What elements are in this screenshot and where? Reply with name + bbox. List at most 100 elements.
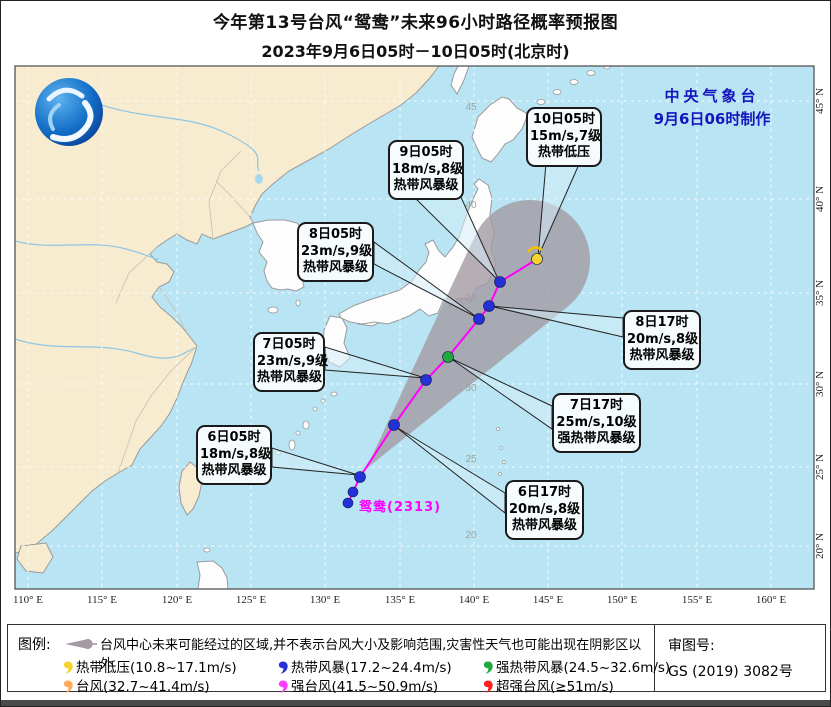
callout-pointers xyxy=(271,161,624,515)
callout-8d05: 8日05时 23m/s,9级 热带风暴级 xyxy=(297,222,374,282)
callout-level: 热带风暴级 xyxy=(629,348,695,363)
callout-wind: 20m/s,8级 xyxy=(627,331,699,347)
svg-text:160° E: 160° E xyxy=(756,594,787,606)
callout-level: 热带风暴级 xyxy=(302,260,368,275)
callout-time: 8日17时 xyxy=(635,315,689,330)
svg-text:25: 25 xyxy=(465,454,477,465)
callout-level: 强热带风暴级 xyxy=(557,431,636,446)
latitude-axis: 45° N 40° N 35° N 30° N 25° N 20° N xyxy=(814,88,826,559)
legend-item-ty: 台风(32.7~41.4m/s) xyxy=(63,675,210,695)
track-point-observed xyxy=(347,486,359,498)
callout-9d05: 9日05时 18m/s,8级 热带风暴级 xyxy=(388,140,464,200)
callout-8d17: 8日17时 20m/s,8级 热带风暴级 xyxy=(623,310,701,370)
storm-marker-icon xyxy=(63,680,73,693)
callout-wind: 20m/s,8级 xyxy=(509,501,581,517)
title-line2: 2023年9月6日05时－10日05时(北京时) xyxy=(261,42,570,61)
svg-text:140° E: 140° E xyxy=(459,594,490,606)
callout-level: 热带风暴级 xyxy=(511,518,577,533)
svg-text:150° E: 150° E xyxy=(607,594,638,606)
probability-cone xyxy=(366,200,590,469)
cone-icon xyxy=(64,636,98,655)
callout-wind: 23m/s,9级 xyxy=(301,243,373,259)
svg-text:45: 45 xyxy=(465,102,477,113)
callout-time: 10日05时 xyxy=(532,112,596,127)
legend-item-sty: 强台风(41.5~50.9m/s) xyxy=(278,675,438,695)
track-point-8d17 xyxy=(483,300,495,312)
river-yangtze xyxy=(15,338,198,359)
callout-wind: 15m/s,7级 xyxy=(530,128,602,144)
callout-time: 6日05时 xyxy=(207,430,261,445)
track-points xyxy=(342,253,543,509)
svg-text:155° E: 155° E xyxy=(682,594,713,606)
track-point-10d05 xyxy=(531,253,543,265)
river-yellow xyxy=(15,240,160,260)
legend-item-ts: 热带风暴(17.2~24.4m/s) xyxy=(278,656,452,676)
map-review-number: GS (2019) 3082号 xyxy=(668,664,793,680)
svg-text:110° E: 110° E xyxy=(13,594,43,606)
callout-6d17: 6日17时 20m/s,8级 热带风暴级 xyxy=(505,480,584,540)
track-point-8d05 xyxy=(473,313,485,325)
land-mainland-asia xyxy=(15,66,440,554)
title-line1: 今年第13号台风“鸳鸯”未来96小时路径概率预报图 xyxy=(212,13,619,33)
callout-time: 9日05时 xyxy=(399,145,453,160)
legend-divider xyxy=(654,625,655,691)
callout-time: 6日17时 xyxy=(517,485,572,500)
svg-text:20: 20 xyxy=(465,530,477,541)
svg-text:30: 30 xyxy=(465,383,477,394)
storm-marker-icon xyxy=(63,661,73,674)
track-point-9d05 xyxy=(494,276,506,288)
land-luzon xyxy=(196,560,229,589)
storm-marker-icon xyxy=(483,661,493,674)
callout-level: 热带低压 xyxy=(537,145,590,160)
svg-text:40: 40 xyxy=(465,200,477,211)
legend-box: 图例: 台风中心未来可能经过的区域,并不表示台风大小及影响范围,灾害性天气也可能… xyxy=(7,624,826,695)
lake-khanka xyxy=(255,174,263,184)
legend-item-td: 热带低压(10.8~17.1m/s) xyxy=(63,656,237,676)
svg-text:145° E: 145° E xyxy=(533,594,564,606)
svg-text:25° N: 25° N xyxy=(814,454,826,480)
land-hokkaido xyxy=(471,96,529,163)
svg-text:30° N: 30° N xyxy=(814,371,826,397)
island-tsushima xyxy=(295,299,301,307)
callout-wind: 25m/s,10级 xyxy=(556,414,637,430)
island-jeju xyxy=(267,306,279,314)
agency-credit: 中央气象台 9月6日06时制作 xyxy=(629,85,795,129)
track-point-7d05 xyxy=(420,374,432,386)
island-sakhalin xyxy=(450,66,470,95)
svg-text:135° E: 135° E xyxy=(385,594,416,606)
island-batanes xyxy=(203,547,211,553)
svg-text:20° N: 20° N xyxy=(814,533,826,559)
track-point-observed xyxy=(342,497,354,509)
track-point-6d17 xyxy=(388,419,400,431)
land-hainan xyxy=(16,542,54,574)
legend-label: 图例: xyxy=(18,637,51,653)
svg-text:120° E: 120° E xyxy=(162,594,193,606)
svg-text:45° N: 45° N xyxy=(814,88,826,114)
callout-level: 热带风暴级 xyxy=(393,178,459,193)
issue-time: 9月6日06时制作 xyxy=(653,110,771,128)
callout-wind: 23m/s,9级 xyxy=(257,353,329,369)
callout-level: 热带风暴级 xyxy=(201,463,267,478)
storm-marker-icon xyxy=(483,680,493,693)
callout-7d17: 7日17时 25m/s,10级 强热带风暴级 xyxy=(552,393,641,453)
callout-wind: 18m/s,8级 xyxy=(392,161,464,177)
legend-cone-text: 台风中心未来可能经过的区域,并不表示台风大小及影响范围,灾害性天气也可能出现在阴… xyxy=(100,638,642,672)
callout-level: 热带风暴级 xyxy=(257,370,323,385)
storm-marker-icon xyxy=(278,661,288,674)
river-amur xyxy=(75,93,260,172)
typhoon-track-line xyxy=(347,258,538,504)
cma-logo xyxy=(35,78,103,146)
page-title: 今年第13号台风“鸳鸯”未来96小时路径概率预报图 2023年9月6日05时－1… xyxy=(1,8,830,62)
callout-time: 8日05时 xyxy=(308,227,363,242)
callout-time: 7日05时 xyxy=(262,337,316,352)
agency-name: 中央气象台 xyxy=(664,87,760,105)
callout-6d05: 6日05时 18m/s,8级 热带风暴级 xyxy=(196,425,272,485)
longitude-axis: 110° E 115° E 120° E 125° E 130° E 135° … xyxy=(13,594,786,606)
legend-item-super-ty: 超强台风(≥51m/s) xyxy=(483,675,614,695)
svg-text:125° E: 125° E xyxy=(236,594,267,606)
callout-7d05: 7日05时 23m/s,9级 热带风暴级 xyxy=(253,332,329,392)
callout-time: 7日17时 xyxy=(569,398,624,413)
storm-marker-icon xyxy=(278,680,288,693)
legend-item-sts: 强热带风暴(24.5~32.6m/s) xyxy=(483,656,670,676)
